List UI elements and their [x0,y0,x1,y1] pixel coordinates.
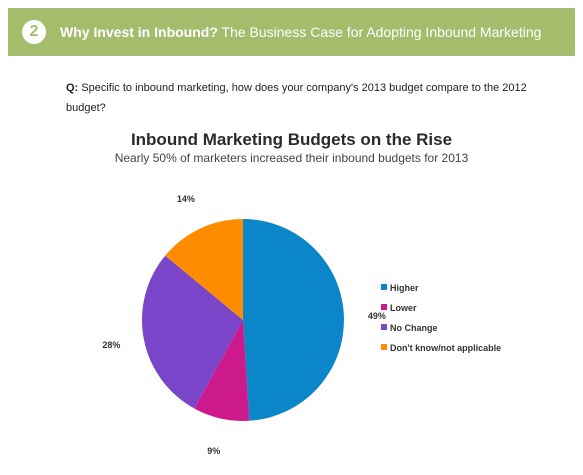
data-label-no-change: 28% [102,340,120,350]
pie-slice-higher [243,219,344,421]
data-label-higher: 49% [368,311,386,321]
section-title-bold: Why Invest in Inbound? [60,24,218,40]
pie-slice-don-t-know-not-applicable [165,219,243,320]
legend-swatch-lower [381,304,387,310]
legend-swatch-no-change [381,324,387,330]
chart-title: Inbound Marketing Budgets on the Rise [130,130,453,149]
question-label: Q: [66,82,79,94]
question-text: Specific to inbound marketing, how does … [66,82,527,114]
legend-swatch-don-t-know-not-applicable [381,344,387,350]
legend-label-lower: Lower [390,303,417,313]
data-label-don-t-know-not-applicable: 14% [177,194,195,204]
chart-subtitle: Nearly 50% of marketers increased their … [114,151,469,165]
survey-question: Q: Specific to inbound marketing, how do… [66,78,536,118]
legend-label-higher: Higher [390,283,419,293]
section-title: Why Invest in Inbound? The Business Case… [60,24,541,40]
pie-slice-lower [194,320,250,421]
section-number-badge: 2 [22,20,46,44]
pie-slice-no-change [141,255,243,409]
section-header-banner: 2 Why Invest in Inbound? The Business Ca… [8,8,575,56]
data-label-lower: 9% [207,446,220,456]
section-title-rest: The Business Case for Adopting Inbound M… [217,24,542,40]
legend-label-don-t-know-not-applicable: Don't know/not applicable [390,343,501,353]
legend-label-no-change: No Change [390,323,438,333]
legend-swatch-higher [381,284,387,290]
